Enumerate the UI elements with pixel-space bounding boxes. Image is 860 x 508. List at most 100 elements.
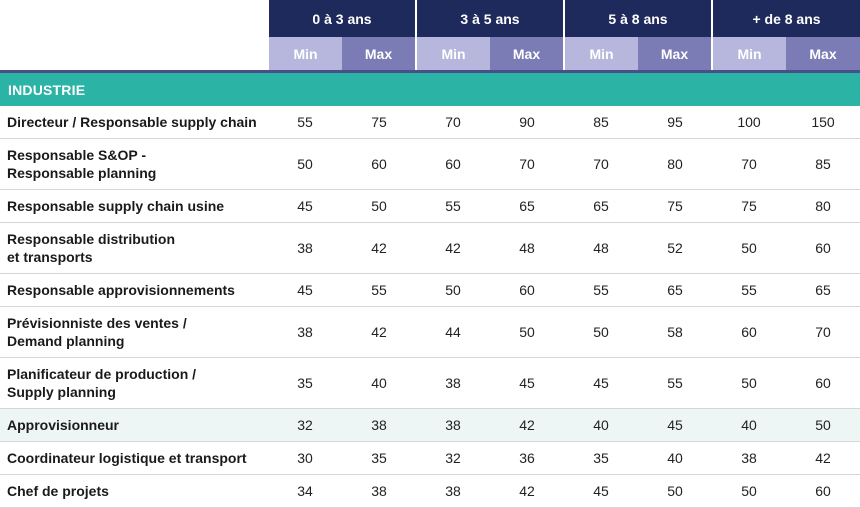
role-line: Approvisionneur [7, 417, 120, 433]
max-value-cell: 70 [490, 138, 564, 190]
max-value-cell: 40 [638, 441, 712, 475]
min-value-cell: 65 [564, 189, 638, 223]
max-value-cell: 48 [490, 222, 564, 274]
min-value-cell: 50 [712, 474, 786, 508]
max-value-cell: 42 [342, 222, 416, 274]
max-value-cell: 50 [490, 306, 564, 358]
min-value-cell: 70 [564, 138, 638, 190]
min-value-cell: 50 [268, 138, 342, 190]
role-line: et transports [7, 249, 93, 265]
role-cell: Responsable supply chain usine [0, 189, 268, 223]
min-value-cell: 55 [564, 273, 638, 307]
role-cell: Directeur / Responsable supply chain [0, 106, 268, 139]
min-header: Min [711, 37, 786, 70]
min-value-cell: 40 [712, 408, 786, 442]
max-value-cell: 55 [342, 273, 416, 307]
max-value-cell: 58 [638, 306, 712, 358]
experience-band-header-row: 0 à 3 ans 3 à 5 ans 5 à 8 ans + de 8 ans [0, 0, 860, 37]
max-value-cell: 90 [490, 106, 564, 139]
role-cell: Planificateur de production / Supply plan… [0, 357, 268, 409]
max-value-cell: 38 [342, 408, 416, 442]
min-value-cell: 44 [416, 306, 490, 358]
table-row: Approvisionneur 32 38 38 42 40 45 40 50 [0, 408, 860, 442]
min-value-cell: 35 [564, 441, 638, 475]
role-line: Chef de projets [7, 483, 109, 499]
table-row: Planificateur de production / Supply plan… [0, 357, 860, 409]
min-value-cell: 38 [268, 306, 342, 358]
band-header-3-5: 3 à 5 ans [415, 0, 564, 37]
role-cell: Approvisionneur [0, 408, 268, 442]
min-value-cell: 60 [416, 138, 490, 190]
min-value-cell: 38 [416, 474, 490, 508]
min-value-cell: 55 [712, 273, 786, 307]
min-value-cell: 70 [712, 138, 786, 190]
header-separator [0, 70, 860, 73]
max-value-cell: 45 [638, 408, 712, 442]
min-value-cell: 42 [416, 222, 490, 274]
min-value-cell: 50 [712, 357, 786, 409]
max-value-cell: 85 [786, 138, 860, 190]
min-value-cell: 70 [416, 106, 490, 139]
min-value-cell: 50 [564, 306, 638, 358]
role-cell: Responsable approvisionnements [0, 273, 268, 307]
role-line: Responsable S&OP - [7, 147, 147, 163]
role-line: Coordinateur logistique et transport [7, 450, 247, 466]
role-line: Prévisionniste des ventes / [7, 315, 187, 331]
max-value-cell: 70 [786, 306, 860, 358]
min-max-header-row: Min Max Min Max Min Max Min Max [0, 37, 860, 70]
band-header-0-3: 0 à 3 ans [267, 0, 416, 37]
max-value-cell: 35 [342, 441, 416, 475]
table-row: Directeur / Responsable supply chain 55 75… [0, 106, 860, 139]
role-line: Responsable distribution [7, 231, 176, 247]
max-value-cell: 55 [638, 357, 712, 409]
min-value-cell: 38 [268, 222, 342, 274]
min-value-cell: 100 [712, 106, 786, 139]
max-value-cell: 60 [490, 273, 564, 307]
max-value-cell: 50 [342, 189, 416, 223]
min-value-cell: 45 [268, 273, 342, 307]
role-cell: Responsable distribution et transports [0, 222, 268, 274]
min-value-cell: 32 [416, 441, 490, 475]
role-cell: Coordinateur logistique et transport [0, 441, 268, 475]
table-row: Chef de projets 34 38 38 42 45 50 50 60 [0, 474, 860, 508]
max-value-cell: 38 [342, 474, 416, 508]
min-value-cell: 34 [268, 474, 342, 508]
max-header: Max [342, 37, 416, 70]
min-value-cell: 50 [416, 273, 490, 307]
max-value-cell: 52 [638, 222, 712, 274]
max-value-cell: 80 [786, 189, 860, 223]
sector-label: INDUSTRIE [0, 73, 860, 106]
min-value-cell: 85 [564, 106, 638, 139]
role-line: Responsable supply chain usine [7, 198, 225, 214]
role-line: Supply planning [7, 384, 116, 400]
min-header: Min [415, 37, 490, 70]
min-value-cell: 40 [564, 408, 638, 442]
table-row: Prévisionniste des ventes / Demand planni… [0, 306, 860, 358]
header-blank-cell [0, 0, 268, 37]
min-header: Min [563, 37, 638, 70]
min-value-cell: 55 [268, 106, 342, 139]
header-blank-cell [0, 37, 268, 70]
max-value-cell: 50 [786, 408, 860, 442]
max-value-cell: 60 [786, 357, 860, 409]
max-value-cell: 45 [490, 357, 564, 409]
table-row: Responsable S&OP - Responsable planning 50… [0, 138, 860, 190]
min-header: Min [267, 37, 342, 70]
max-value-cell: 75 [638, 189, 712, 223]
min-value-cell: 48 [564, 222, 638, 274]
max-value-cell: 60 [786, 474, 860, 508]
max-value-cell: 42 [786, 441, 860, 475]
min-value-cell: 50 [712, 222, 786, 274]
max-value-cell: 40 [342, 357, 416, 409]
max-value-cell: 60 [342, 138, 416, 190]
min-value-cell: 45 [564, 357, 638, 409]
min-value-cell: 30 [268, 441, 342, 475]
max-value-cell: 80 [638, 138, 712, 190]
role-cell: Chef de projets [0, 474, 268, 508]
max-value-cell: 150 [786, 106, 860, 139]
salary-rows: Directeur / Responsable supply chain 55 75… [0, 106, 860, 508]
table-row: Responsable supply chain usine 45 50 55 65 65… [0, 189, 860, 223]
max-value-cell: 95 [638, 106, 712, 139]
